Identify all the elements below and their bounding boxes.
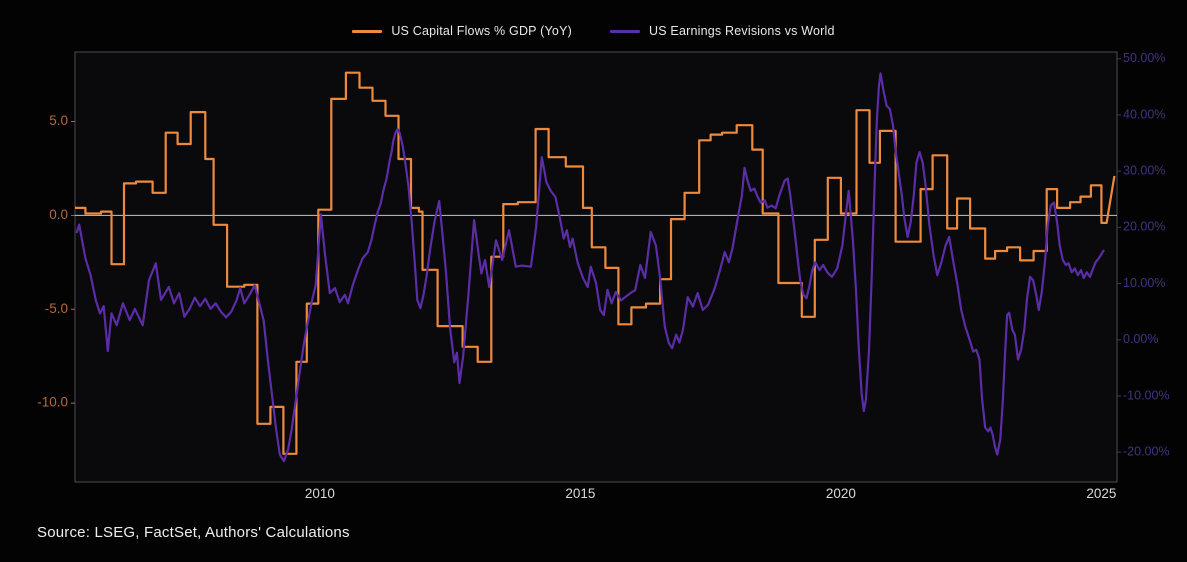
plot-frame [74, 51, 1118, 483]
x-axis-tick-label: 2015 [565, 486, 595, 501]
plot-area [75, 52, 1117, 482]
right-axis-tick-label: 20.00% [1123, 220, 1165, 234]
capital-flows-series-line [75, 71, 1116, 455]
legend-label-earnings-revisions: US Earnings Revisions vs World [648, 24, 835, 38]
legend-swatch-capital-flows-icon [352, 29, 383, 33]
right-axis-tick-label: 0.00% [1123, 332, 1158, 346]
chart-legend: US Capital Flows % GDP (YoY) US Earnings… [0, 24, 1187, 38]
left-axis-tick-label: 5.0 [49, 113, 68, 128]
x-axis-tick-label: 2025 [1086, 486, 1116, 501]
x-axis-tick-label: 2020 [826, 486, 856, 501]
left-axis-tick-label: -10.0 [37, 395, 68, 410]
left-axis-tick-label: 0.0 [49, 207, 68, 222]
right-axis-tick-label: -20.00% [1123, 445, 1170, 459]
right-axis-tick-label: 30.00% [1123, 163, 1165, 177]
legend-item-earnings-revisions: US Earnings Revisions vs World [609, 24, 835, 38]
left-axis-tick-label: -5.0 [45, 301, 68, 316]
earnings-revisions-series-line [75, 72, 1105, 463]
legend-item-capital-flows: US Capital Flows % GDP (YoY) [352, 24, 572, 38]
right-axis-tick-label: 10.00% [1123, 276, 1165, 290]
source-note: Source: LSEG, FactSet, Authors' Calculat… [37, 524, 350, 541]
x-axis-tick-label: 2010 [305, 486, 335, 501]
legend-swatch-earnings-revisions-icon [609, 29, 640, 33]
legend-label-capital-flows: US Capital Flows % GDP (YoY) [391, 24, 572, 38]
right-axis-tick-label: 40.00% [1123, 107, 1165, 121]
right-axis-tick-label: -10.00% [1123, 388, 1170, 402]
right-axis-tick-label: 50.00% [1123, 51, 1165, 65]
